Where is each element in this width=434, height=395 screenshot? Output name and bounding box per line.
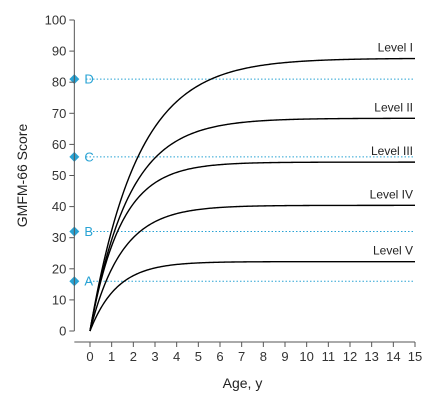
x-axis-title: Age, y bbox=[223, 375, 263, 391]
curve-label-level-1: Level I bbox=[378, 40, 413, 54]
reference-lines: A B C D bbox=[69, 72, 415, 289]
y-tick-label: 60 bbox=[52, 137, 66, 152]
x-tick-label: 5 bbox=[195, 349, 202, 364]
y-tick-label: 30 bbox=[52, 230, 66, 245]
x-tick-label: 15 bbox=[408, 349, 422, 364]
reference-label-b: B bbox=[84, 224, 93, 239]
reference-label-d: D bbox=[84, 72, 93, 87]
x-tick-label: 9 bbox=[281, 349, 288, 364]
x-tick-label: 12 bbox=[343, 349, 357, 364]
curve-level-3 bbox=[89, 161, 415, 332]
x-tick-label: 14 bbox=[386, 349, 400, 364]
y-tick-label: 100 bbox=[45, 13, 67, 28]
x-tick-label: 10 bbox=[299, 349, 313, 364]
curve-label-level-3: Level III bbox=[371, 144, 413, 158]
y-tick-label: 90 bbox=[52, 44, 66, 59]
y-axis-title: GMFM-66 Score bbox=[14, 124, 30, 228]
curve-level-5 bbox=[89, 260, 415, 332]
x-tick-label: 6 bbox=[216, 349, 223, 364]
curve-label-level-5: Level V bbox=[373, 244, 413, 258]
y-tick-label: 80 bbox=[52, 75, 66, 90]
y-tick-label: 0 bbox=[59, 324, 66, 339]
curve-label-level-4: Level IV bbox=[370, 187, 413, 201]
x-tick-label: 8 bbox=[260, 349, 267, 364]
curves: Level I Level II Level III Level IV Level V bbox=[89, 40, 416, 332]
reference-label-a: A bbox=[84, 274, 93, 289]
x-tick-label: 2 bbox=[130, 349, 137, 364]
y-tick-label: 50 bbox=[52, 168, 66, 183]
x-tick-label: 11 bbox=[322, 349, 336, 364]
y-tick-label: 20 bbox=[52, 261, 66, 276]
curve-label-level-2: Level II bbox=[374, 100, 413, 114]
y-tick-label: 40 bbox=[52, 199, 66, 214]
curve-level-4 bbox=[89, 204, 415, 332]
x-tick-label: 1 bbox=[108, 349, 115, 364]
x-tick-label: 13 bbox=[364, 349, 378, 364]
x-tick-label: 4 bbox=[173, 349, 180, 364]
x-tick-label: 7 bbox=[238, 349, 245, 364]
reference-label-c: C bbox=[84, 149, 93, 164]
x-tick-label: 0 bbox=[86, 349, 93, 364]
curve-level-2 bbox=[89, 117, 416, 332]
y-tick-label: 10 bbox=[52, 292, 66, 307]
x-tick-label: 3 bbox=[151, 349, 158, 364]
y-tick-label: 70 bbox=[52, 106, 66, 121]
curve-level-1 bbox=[89, 57, 415, 332]
